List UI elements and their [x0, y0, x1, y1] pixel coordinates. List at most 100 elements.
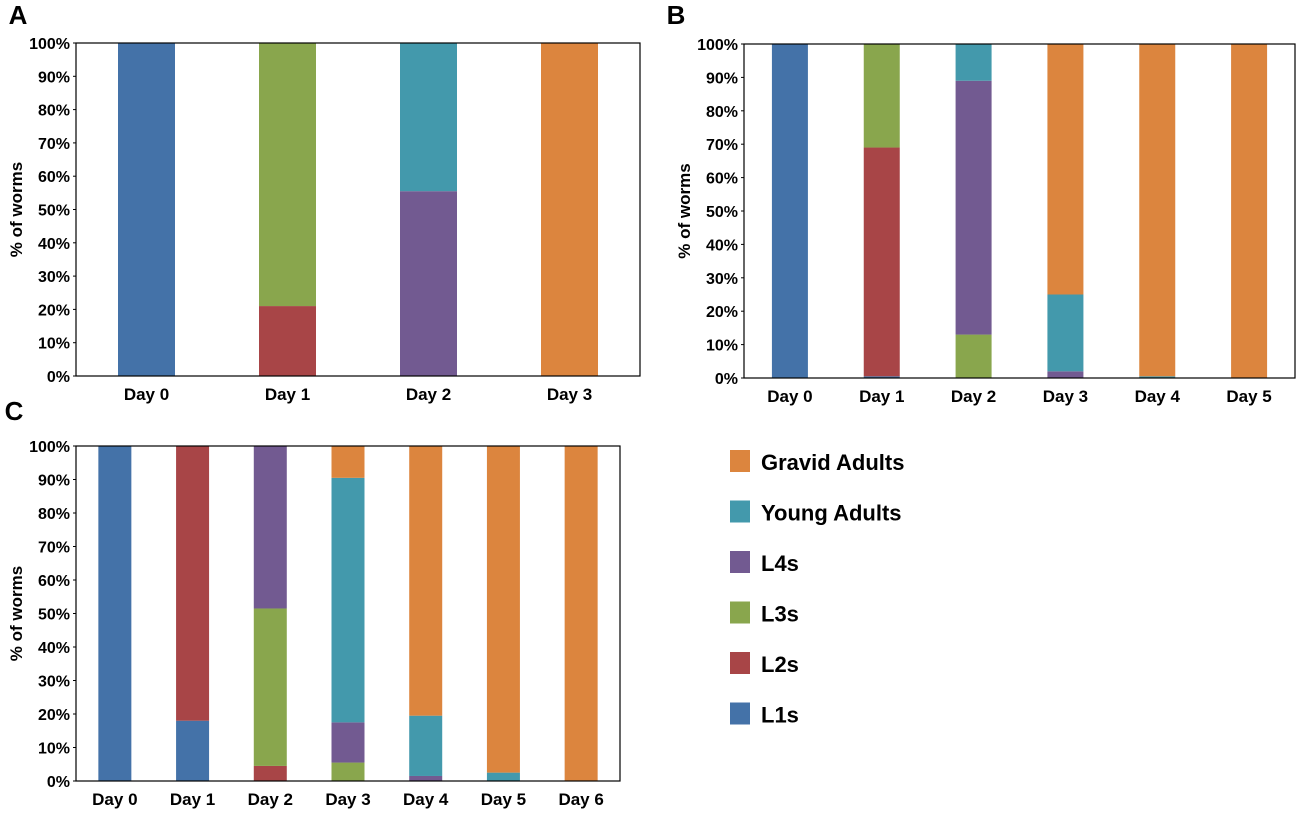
y-tick-label: 0% [715, 371, 738, 388]
legend-swatch [730, 450, 750, 472]
x-tick-label: Day 1 [265, 385, 310, 404]
bar-segment-l3s-day-3 [331, 762, 365, 781]
y-tick-label: 60% [706, 171, 738, 188]
y-tick-label: 50% [706, 204, 738, 221]
y-tick-label: 40% [38, 640, 70, 657]
y-tick-label: 100% [29, 36, 70, 53]
legend-label: L3s [761, 602, 799, 627]
x-tick-label: Day 5 [481, 790, 526, 809]
legend-item-gravid-adults: Gravid Adults [730, 450, 904, 475]
x-tick-label: Day 0 [92, 790, 137, 809]
legend-label: Young Adults [761, 501, 902, 526]
bar-segment-gravid-adults-day-3 [541, 43, 598, 376]
legend-label: Gravid Adults [761, 450, 904, 475]
x-tick-label: Day 1 [859, 387, 904, 406]
y-tick-label: 60% [38, 573, 70, 590]
y-tick-label: 30% [706, 271, 738, 288]
legend-item-l3s: L3s [730, 601, 799, 627]
legend-swatch [730, 551, 750, 573]
panel-a: A 0% 10% 20% 30% 40% 50% 60% 70% 80% 90% 100% % of w… [7, 0, 641, 404]
y-tick-label: 100% [697, 37, 738, 54]
y-tick-label: 10% [38, 336, 70, 353]
x-tick-label: Day 3 [325, 790, 370, 809]
y-tick-label: 10% [706, 338, 738, 355]
bar-segment-l1s-day-0 [118, 43, 175, 376]
y-tick-label: 80% [38, 103, 70, 120]
bar-segment-l2s-day-2 [253, 765, 287, 781]
y-tick-label: 40% [706, 237, 738, 254]
y-tick-label: 20% [38, 707, 70, 724]
bar-segment-l1s-day-0 [771, 44, 808, 378]
y-tick-label: 90% [38, 69, 70, 86]
legend-swatch [730, 702, 750, 725]
y-tick-label: 0% [47, 774, 70, 791]
y-axis-title: % of worms [7, 566, 26, 661]
plot-frame [75, 42, 641, 377]
bar-segment-gravid-adults-day-4 [1139, 44, 1176, 377]
plot-frame [743, 43, 1296, 379]
bar-segment-gravid-adults-day-3 [331, 446, 365, 478]
x-tick-label: Day 2 [951, 387, 996, 406]
bar-segment-l2s-day-1 [863, 147, 900, 377]
legend-item-l2s: L2s [730, 652, 799, 677]
x-tick-label: Day 3 [547, 385, 592, 404]
x-tick-label: Day 0 [124, 385, 169, 404]
bar-segment-l4s-day-3 [1047, 371, 1084, 378]
panel-c: C 0% 10% 20% 30% 40% 50% 60% 70% 80% 90% 100% % of w… [5, 396, 621, 809]
legend-label: L4s [761, 551, 799, 576]
bar-segment-l3s-day-2 [253, 608, 287, 766]
panel-letter: B [667, 0, 686, 30]
y-tick-label: 40% [38, 236, 70, 253]
y-tick-label: 70% [38, 540, 70, 557]
y-tick-label: 70% [706, 137, 738, 154]
y-tick-label: 30% [38, 269, 70, 286]
y-tick-label: 90% [38, 473, 70, 490]
legend-swatch [730, 652, 750, 674]
x-tick-label: Day 2 [406, 385, 451, 404]
bar-segment-l1s-day-1 [863, 376, 900, 378]
x-tick-label: Day 0 [767, 387, 812, 406]
bar-segment-gravid-adults-day-4 [409, 446, 443, 716]
y-tick-label: 80% [706, 104, 738, 121]
x-tick-label: Day 1 [170, 790, 215, 809]
bar-segment-gravid-adults-day-3 [1047, 44, 1084, 295]
y-axis-title: % of worms [7, 162, 26, 257]
bar-segment-young-adults-day-2 [400, 43, 457, 192]
bar-segment-l3s-day-1 [863, 44, 900, 148]
x-tick-label: Day 4 [1135, 387, 1181, 406]
bar-segment-gravid-adults-day-5 [486, 446, 520, 773]
y-tick-label: 70% [38, 136, 70, 153]
legend-item-l4s: L4s [730, 551, 799, 576]
y-tick-label: 20% [706, 304, 738, 321]
x-tick-label: Day 2 [248, 790, 293, 809]
y-tick-label: 0% [47, 369, 70, 386]
y-tick-label: 20% [38, 302, 70, 319]
x-tick-label: Day 3 [1043, 387, 1088, 406]
x-tick-label: Day 6 [558, 790, 603, 809]
bar-segment-young-adults-day-5 [486, 772, 520, 781]
bar-segment-l4s-day-4 [409, 775, 443, 781]
bar-segment-young-adults-day-3 [331, 477, 365, 723]
bar-segment-young-adults-day-3 [1047, 294, 1084, 372]
y-tick-label: 80% [38, 506, 70, 523]
y-tick-label: 90% [706, 70, 738, 87]
bar-segment-l3s-day-2 [955, 334, 992, 378]
bar-segment-l2s-day-1 [176, 446, 210, 721]
y-tick-label: 50% [38, 203, 70, 220]
legend-label: L1s [761, 703, 799, 728]
y-tick-label: 100% [29, 439, 70, 456]
panel-b: B 0% 10% 20% 30% 40% 50% 60% 70% 80% 90% 100% % of w… [667, 0, 1296, 406]
y-tick-label: 50% [38, 607, 70, 624]
bar-segment-l1s-day-1 [176, 720, 210, 781]
bar-segment-gravid-adults-day-6 [564, 446, 598, 781]
bar-segment-l4s-day-2 [955, 80, 992, 335]
y-tick-label: 60% [38, 169, 70, 186]
panel-letter: A [9, 0, 28, 30]
plot-frame [75, 445, 621, 782]
x-tick-label: Day 4 [403, 790, 449, 809]
bar-segment-l4s-day-3 [331, 722, 365, 763]
bar-segment-l2s-day-1 [259, 306, 316, 376]
legend-item-young-adults: Young Adults [730, 500, 902, 526]
y-axis-title: % of worms [675, 163, 694, 258]
